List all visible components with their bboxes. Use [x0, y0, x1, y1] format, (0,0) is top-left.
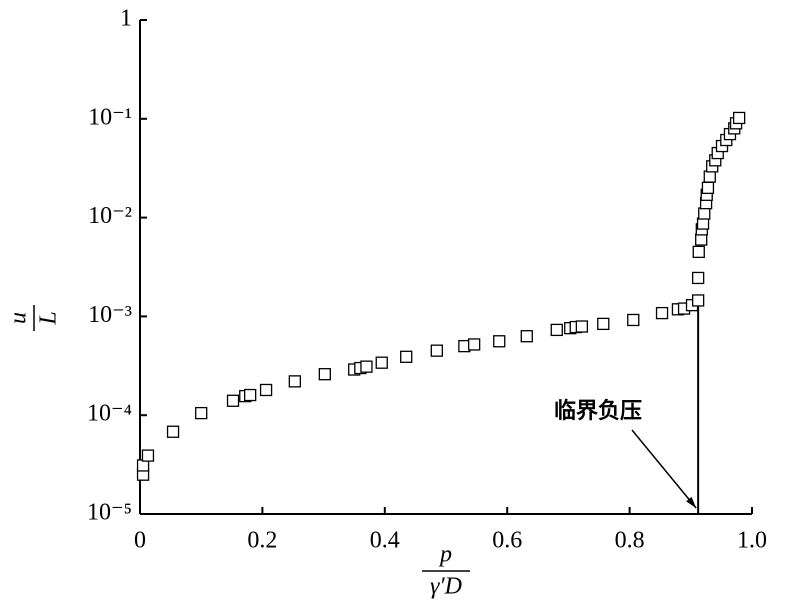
marker	[691, 271, 705, 285]
marker	[468, 338, 481, 351]
marker	[318, 368, 331, 381]
x-tick-label: 1.0	[737, 528, 767, 554]
y-tick-label: 10⁻³	[88, 302, 132, 328]
marker	[698, 207, 711, 220]
marker	[655, 306, 669, 320]
y-label-numerator: u	[6, 312, 32, 324]
x-label-denominator: γ′D	[430, 574, 462, 600]
marker	[696, 217, 710, 230]
marker	[141, 449, 155, 462]
marker	[244, 388, 257, 402]
marker	[691, 294, 705, 307]
marker	[732, 111, 746, 125]
marker	[703, 170, 716, 183]
marker	[259, 383, 273, 397]
marker	[400, 350, 413, 363]
y-tick-label: 1	[120, 6, 132, 32]
marker	[520, 330, 533, 343]
marker	[493, 335, 506, 348]
arrow-head	[686, 496, 697, 508]
annotation-arrow	[631, 429, 697, 509]
marker	[360, 360, 373, 373]
annotation-text: 临界负压	[554, 398, 642, 424]
marker	[166, 425, 180, 438]
marker	[575, 320, 589, 333]
y-tick-label: 10⁻¹	[88, 104, 132, 130]
marker	[692, 245, 705, 259]
marker	[375, 356, 388, 369]
y-tick-label: 10⁻⁵	[87, 500, 132, 526]
x-tick-label: 0.6	[492, 528, 522, 554]
y-tick-label: 10⁻⁴	[87, 401, 132, 427]
x-tick-label: 0	[134, 528, 146, 554]
y-tick-label: 10⁻²	[88, 203, 132, 229]
marker	[226, 394, 240, 407]
marker	[288, 375, 301, 388]
marker	[550, 323, 563, 337]
marker	[627, 313, 640, 327]
x-label-numerator: p	[438, 542, 452, 568]
x-tick-label: 0.2	[247, 528, 277, 554]
marker	[695, 233, 708, 246]
marker	[701, 181, 715, 195]
x-tick-label: 0.8	[615, 528, 645, 554]
y-label-denominator: L	[36, 311, 62, 325]
marker	[430, 344, 443, 357]
x-tick-label: 0.4	[370, 528, 400, 554]
marker	[597, 317, 610, 331]
marker	[195, 406, 208, 420]
